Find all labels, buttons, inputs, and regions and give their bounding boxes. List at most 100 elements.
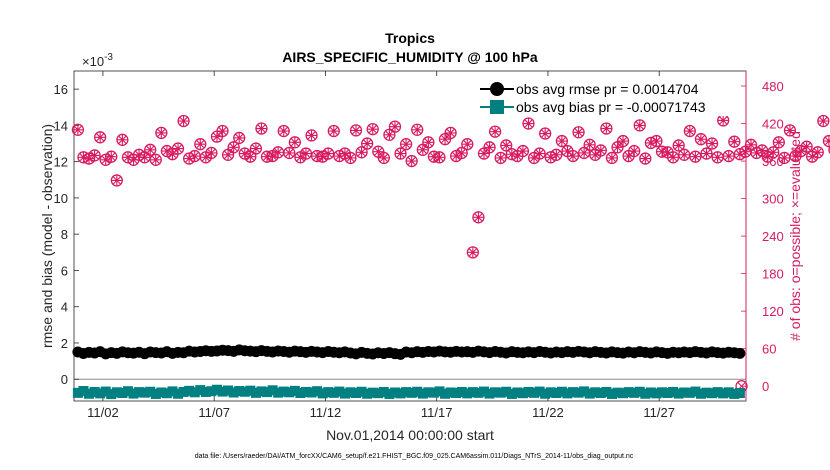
bias-point: [312, 386, 323, 397]
obs-evaluated-cross: [796, 146, 807, 157]
obs-count-point: [722, 149, 735, 163]
obs-count-point: [639, 152, 652, 165]
obs-evaluated-cross: [768, 147, 779, 158]
obs-count-point: [399, 138, 413, 151]
bias-point: [161, 388, 172, 399]
obs-evaluated-cross: [273, 147, 284, 158]
obs-possible-circle: [539, 127, 552, 140]
obs-possible-circle: [472, 211, 485, 224]
obs-evaluated-cross: [145, 144, 156, 155]
bias-point: [707, 388, 718, 399]
obs-count-point: [116, 133, 129, 146]
obs-count-point: [205, 146, 218, 160]
obs-evaluated-cross: [228, 142, 239, 153]
right-tick-label: 0: [762, 379, 769, 394]
obs-count-point: [221, 148, 235, 161]
obs-evaluated-cross: [707, 138, 718, 149]
obs-evaluated-cross: [106, 151, 117, 162]
obs-evaluated-cross: [540, 128, 551, 139]
obs-possible-circle: [650, 134, 663, 148]
bias-point: [662, 388, 673, 399]
bias-point: [668, 386, 679, 397]
bias-point: [100, 386, 111, 397]
bias-point: [690, 386, 701, 397]
obs-evaluated-cross: [328, 126, 339, 137]
obs-count-point: [650, 134, 663, 148]
obs-evaluated-cross: [95, 132, 106, 143]
bias-point: [573, 387, 584, 398]
bias-point: [478, 386, 489, 397]
x-tick-label: 11/12: [310, 405, 342, 420]
right-tick-label: 300: [762, 192, 784, 207]
bias-point: [684, 387, 695, 398]
bias-point: [395, 388, 406, 399]
obs-evaluated-cross: [779, 152, 790, 163]
obs-evaluated-cross: [473, 212, 484, 223]
obs-count-point: [177, 114, 190, 128]
bias-point: [534, 386, 545, 397]
bias-point: [139, 387, 150, 398]
obs-possible-circle: [822, 134, 830, 148]
obs-count-point: [566, 149, 580, 163]
obs-evaluated-cross: [378, 152, 389, 163]
obs-possible-circle: [666, 151, 680, 164]
bias-point: [490, 387, 501, 398]
obs-evaluated-cross: [740, 146, 751, 157]
bias-point: [356, 386, 367, 397]
right-tick-label: 420: [762, 117, 784, 132]
obs-possible-circle: [639, 152, 652, 165]
bias-point: [601, 386, 612, 397]
obs-evaluated-cross: [478, 148, 489, 159]
obs-possible-circle: [249, 142, 263, 155]
bias-point: [72, 387, 83, 398]
obs-possible-circle: [594, 144, 607, 157]
obs-count-point: [416, 143, 429, 156]
obs-count-point: [377, 151, 391, 165]
obs-evaluated-cross: [495, 152, 506, 163]
bias-point: [618, 388, 629, 399]
obs-count-point: [744, 138, 758, 151]
obs-count-point: [705, 137, 719, 150]
x-tick-label: 11/07: [198, 405, 230, 420]
obs-possible-circle: [327, 124, 340, 138]
bias-point: [95, 388, 106, 399]
obs-count-point: [717, 114, 730, 127]
obs-possible-circle: [811, 146, 824, 159]
obs-evaluated-cross: [440, 134, 451, 145]
obs-count-point: [233, 131, 246, 145]
bias-point: [529, 387, 540, 398]
obs-possible-circle: [361, 137, 374, 150]
obs-count-point: [500, 139, 513, 152]
obs-possible-circle: [444, 126, 457, 140]
obs-possible-circle: [216, 124, 229, 138]
obs-count-point: [322, 147, 335, 160]
rmse-series: [72, 344, 746, 360]
left-tick-label: 12: [54, 155, 68, 170]
obs-count-point: [188, 149, 201, 163]
bias-point: [156, 387, 167, 398]
bias-point: [317, 388, 328, 399]
obs-evaluated-cross: [278, 126, 289, 137]
legend-box: [476, 78, 738, 116]
obs-possible-circle: [255, 122, 268, 135]
obs-count-point: [93, 131, 107, 144]
obs-evaluated-cross: [606, 152, 617, 163]
obs-evaluated-cross: [517, 146, 528, 157]
obs-evaluated-cross: [651, 136, 662, 147]
bias-point: [217, 386, 228, 397]
obs-possible-circle: [233, 131, 246, 145]
bias-point: [595, 388, 606, 399]
right-tick-label: 120: [762, 304, 784, 319]
obs-count-point: [288, 136, 301, 149]
obs-evaluated-cross: [573, 127, 584, 138]
obs-evaluated-cross: [239, 148, 250, 159]
bias-point: [178, 386, 189, 397]
obs-possible-circle: [583, 138, 596, 151]
obs-possible-circle: [305, 129, 318, 142]
left-tick-label: 14: [54, 118, 68, 133]
bias-point: [612, 387, 623, 398]
bias-point: [150, 388, 161, 399]
obs-evaluated-cross: [595, 145, 606, 156]
obs-evaluated-cross: [812, 147, 823, 158]
